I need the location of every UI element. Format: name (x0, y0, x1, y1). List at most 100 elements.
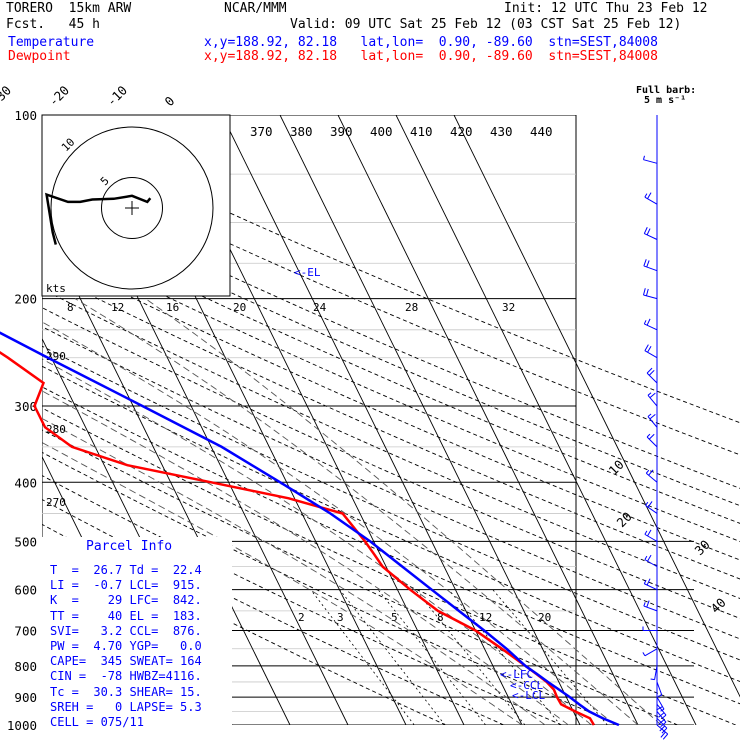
parcel-info-row: Tc = 30.3 SHEAR= 15. (50, 684, 202, 699)
wind-barb-flag (646, 228, 651, 236)
wind-barb-flag (644, 344, 649, 351)
wind-barb-shaft (656, 711, 667, 723)
wind-barb-flag (644, 530, 648, 535)
moist-adiabat-line (74, 298, 639, 725)
theta-label: 390 (330, 124, 353, 139)
barb-key-unit: 5 m s⁻¹ (644, 95, 687, 106)
wind-barb-flag (658, 712, 665, 718)
wind-barb-flag (647, 192, 652, 199)
wind-barb-flag (647, 501, 653, 508)
theta-label: 430 (490, 124, 513, 139)
wind-barb-shaft (647, 394, 658, 407)
wind-barb-flag (650, 678, 655, 681)
wind-barb (647, 413, 658, 428)
dewpoint-station-info: x,y=188.92, 82.18 lat,lon= 0.90, -89.60 … (204, 49, 658, 64)
wind-barb-flag (646, 367, 653, 374)
hodograph-box (41, 114, 231, 297)
theta-label: 420 (450, 124, 473, 139)
wind-barb-shaft (644, 648, 658, 657)
theta-label: 410 (410, 124, 433, 139)
wind-barb-shaft (644, 350, 658, 359)
wind-barb-flag (647, 392, 652, 396)
temperature-station-info: x,y=188.92, 82.18 lat,lon= 0.90, -89.60 … (204, 35, 658, 50)
wind-barb-shaft (656, 681, 663, 696)
wind-barb (650, 665, 658, 681)
wind-barb-shaft (646, 372, 658, 384)
wind-barb-flag (645, 288, 649, 296)
lfc-marker-label: <-LFC (500, 668, 533, 681)
wind-barb (643, 259, 658, 272)
dry-adiabat-line (42, 288, 740, 599)
el-marker-label: <-EL (294, 266, 321, 279)
model-title: TORERO 15km ARW (6, 1, 132, 16)
isobar-label: 900 (14, 690, 37, 705)
parcel-info-row: SVI= 3.2 CCL= 876. (50, 623, 202, 638)
wind-barb-flag (657, 694, 662, 697)
wind-barb-shaft (643, 605, 658, 612)
wind-barb-shaft (656, 717, 668, 729)
isotherm-label: 20 (614, 509, 635, 530)
hodograph-ring-10 (50, 126, 214, 290)
dry-adiabat-line (42, 429, 678, 725)
parcel-info-row: CIN = -78 HWBZ=4116. (50, 669, 202, 684)
wind-barb-flag (642, 288, 646, 296)
dry-adiabat-line (42, 154, 740, 456)
wind-barb (643, 600, 658, 612)
wind-barb-flag (649, 414, 656, 420)
mixing-ratio-bottom-label: 5 (391, 611, 398, 624)
parcel-info-row: K = 29 LFC= 842. (50, 593, 202, 608)
moist-adiabat-line (42, 358, 592, 725)
isotherm-label: -20 (46, 83, 73, 110)
wind-barb (642, 155, 658, 164)
isotherm-label: -10 (104, 83, 131, 110)
wind-barb-flag (656, 706, 663, 711)
mixing-ratio-bottom-label: 8 (437, 611, 444, 624)
theta-label-left: 270 (46, 496, 66, 509)
wind-barb-flag (662, 733, 669, 740)
moist-adiabat-line (145, 298, 662, 725)
forecast-hour: Fcst. 45 h (6, 17, 100, 32)
temperature-legend: Temperature (8, 35, 95, 50)
mixing-ratio-line (310, 589, 415, 725)
mixing-ratio-line (339, 589, 446, 725)
dewpoint-profile-line (0, 351, 595, 726)
mixing-ratio-top-label: 24 (313, 301, 327, 314)
wind-barb-flag (646, 260, 650, 268)
wind-barb (647, 392, 658, 407)
dewpoint-legend: Dewpoint (8, 49, 71, 64)
theta-label: 380 (290, 124, 313, 139)
wind-barb-flag (645, 501, 649, 506)
isotherm-line (42, 219, 291, 725)
isobar-label: 700 (14, 624, 37, 639)
parcel-info-row: PW = 4.70 YGP= 0.0 (50, 639, 202, 653)
wind-barb-shaft (656, 696, 665, 710)
mixing-ratio-bottom-label: 20 (538, 611, 551, 624)
hodograph-unit-label: kts (46, 282, 66, 295)
dry-adiabat-line (42, 186, 740, 489)
dry-adiabat-line (42, 218, 740, 524)
wind-barb (643, 578, 658, 591)
wind-barb-shaft (646, 436, 658, 448)
wind-barb-shaft (656, 724, 669, 735)
wind-barb-shaft (644, 233, 658, 240)
hodograph-trace (45, 192, 152, 245)
wind-barb-flag (647, 554, 652, 562)
ccl-marker-label: <-CCL (510, 679, 543, 692)
isobar-label: 500 (14, 534, 37, 549)
init-time: Init: 12 UTC Thu 23 Feb 12 (504, 1, 708, 16)
hodograph-ring-5 (101, 177, 163, 239)
wind-barb-flag (647, 529, 652, 537)
mixing-ratio-top-label: 8 (67, 301, 74, 314)
mixing-ratio-bottom-label: 3 (337, 611, 344, 624)
isobar-label: 800 (14, 659, 37, 674)
parcel-info-row: T = 26.7 Td = 22.4 (50, 563, 202, 577)
wind-barb-shaft (643, 294, 658, 300)
wind-barb (656, 696, 665, 712)
isotherm-line (221, 115, 523, 725)
isotherm-line (453, 115, 740, 698)
wind-barb-flag (646, 578, 651, 586)
wind-barb-shaft (644, 559, 658, 568)
wind-barb-flag (643, 259, 647, 267)
isotherm-label: -30 (0, 83, 14, 110)
